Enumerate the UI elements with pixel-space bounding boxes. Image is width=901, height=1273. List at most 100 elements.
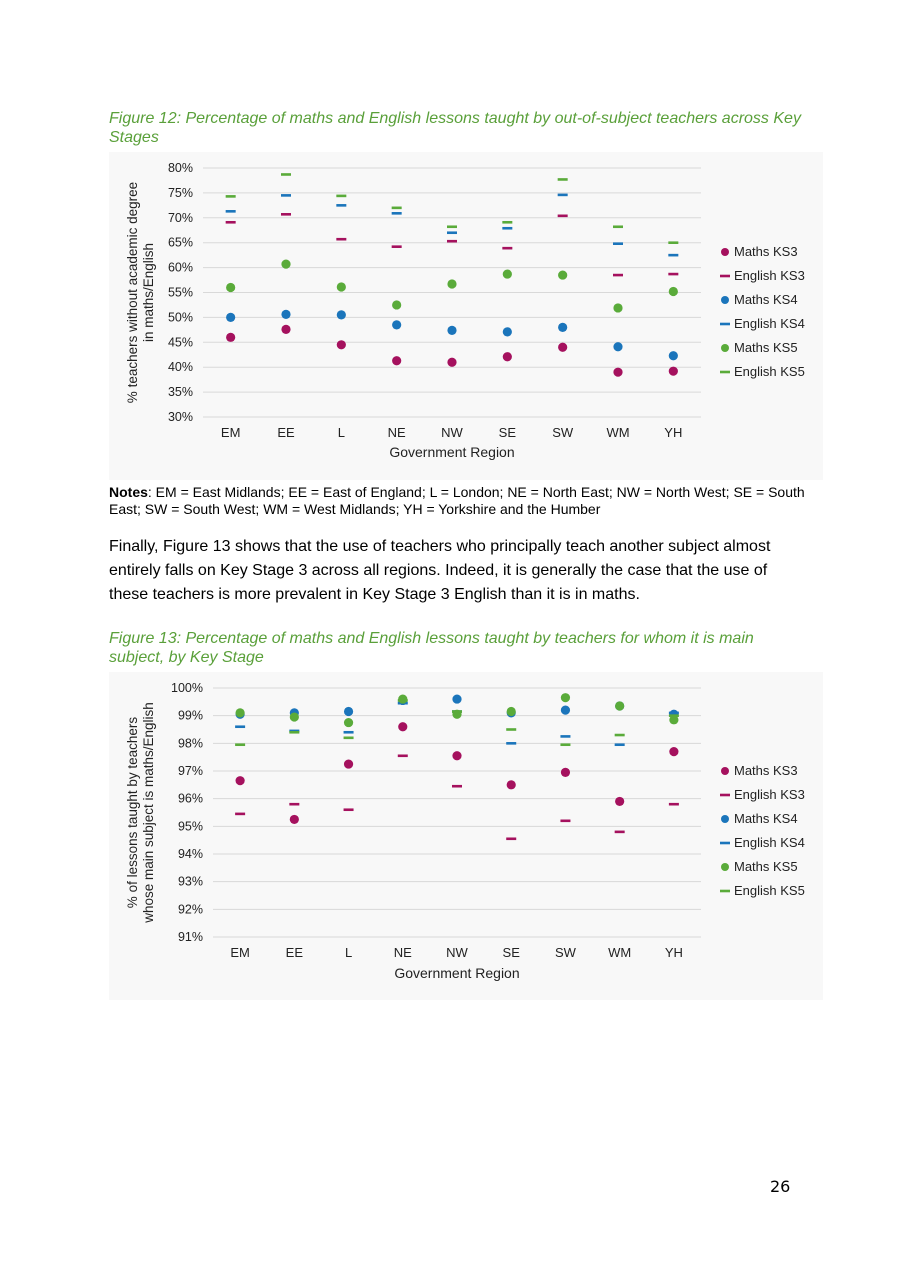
y-tick-label: 97% bbox=[178, 764, 203, 778]
legend-label: Maths KS4 bbox=[734, 811, 798, 826]
data-point bbox=[343, 706, 354, 717]
figure-13-chart: 91% 92% 93% 94% 95% 96% 97% 98% 99% 100% EM EE L NE NW… bbox=[125, 681, 805, 981]
figure-13-chart-area: 91% 92% 93% 94% 95% 96% 97% 98% 99% 100% EM EE L NE NW… bbox=[109, 672, 823, 1000]
page-number: 26 bbox=[770, 1177, 791, 1196]
data-point bbox=[506, 742, 517, 745]
y-axis-label: % of lessons taught by teachers bbox=[125, 717, 140, 909]
data-point bbox=[615, 701, 625, 711]
x-tick-label: SW bbox=[552, 425, 574, 440]
x-tick-label: L bbox=[345, 945, 352, 960]
data-point bbox=[668, 241, 679, 244]
x-tick-label: NE bbox=[388, 425, 406, 440]
y-tick-label: 99% bbox=[178, 709, 203, 723]
data-point bbox=[452, 751, 462, 761]
y-tick-label: 92% bbox=[178, 902, 203, 916]
figure-12-chart-area: 30% 35% 40% 45% 50% 55% 60% 65% 70% 75% 80% EM EE L NE… bbox=[109, 152, 823, 480]
data-point bbox=[668, 272, 679, 276]
data-point bbox=[225, 220, 236, 224]
y-tick-label: 96% bbox=[178, 792, 203, 806]
data-point bbox=[447, 279, 457, 289]
y-tick-label: 100% bbox=[171, 681, 203, 695]
data-point bbox=[560, 819, 571, 823]
data-point bbox=[668, 366, 678, 376]
figure-12-chart: 30% 35% 40% 45% 50% 55% 60% 65% 70% 75% 80% EM EE L NE… bbox=[125, 161, 805, 460]
data-point bbox=[560, 743, 571, 747]
data-point bbox=[336, 282, 346, 292]
data-point bbox=[560, 705, 571, 715]
data-point bbox=[225, 210, 236, 213]
data-point bbox=[289, 730, 300, 734]
data-point bbox=[560, 693, 571, 703]
legend-marker bbox=[720, 841, 730, 845]
data-point bbox=[235, 812, 246, 816]
data-point bbox=[447, 325, 457, 335]
data-point bbox=[506, 837, 517, 841]
notes-text: : EM = East Midlands; EE = East of Engla… bbox=[109, 484, 805, 517]
data-point bbox=[502, 226, 513, 230]
data-point bbox=[336, 310, 346, 320]
data-point bbox=[502, 269, 512, 279]
legend-label: Maths KS3 bbox=[734, 763, 798, 778]
figure-13-caption: Figure 13: Percentage of maths and Engli… bbox=[109, 630, 754, 666]
data-point bbox=[343, 759, 354, 769]
notes-label: Notes bbox=[109, 484, 148, 500]
data-point bbox=[289, 814, 299, 825]
data-point bbox=[613, 225, 623, 229]
legend-label: English KS4 bbox=[734, 316, 805, 331]
data-point bbox=[502, 220, 513, 224]
data-point bbox=[235, 725, 246, 729]
data-point bbox=[336, 237, 347, 241]
data-point bbox=[281, 173, 291, 176]
legend-label: English KS5 bbox=[734, 364, 805, 379]
y-axis-label: % teachers without academic degree bbox=[125, 182, 140, 403]
data-point bbox=[558, 342, 568, 352]
y-tick-label: 94% bbox=[178, 847, 203, 861]
y-tick-label: 70% bbox=[168, 211, 193, 225]
data-point bbox=[452, 694, 462, 704]
data-point bbox=[343, 717, 354, 728]
y-tick-label: 50% bbox=[168, 310, 193, 324]
data-point bbox=[343, 736, 354, 740]
data-point bbox=[613, 303, 623, 313]
data-point bbox=[668, 802, 679, 806]
data-point bbox=[613, 242, 623, 245]
legend-label: English KS3 bbox=[734, 268, 805, 283]
data-point bbox=[392, 356, 402, 366]
data-point bbox=[558, 270, 568, 280]
legend-label: Maths KS5 bbox=[734, 340, 798, 355]
y-tick-label: 45% bbox=[168, 335, 193, 349]
y-tick-label: 93% bbox=[178, 875, 203, 889]
legend-marker bbox=[721, 815, 729, 823]
y-tick-label: 98% bbox=[178, 736, 203, 750]
y-axis-label: whose main subject is maths/English bbox=[141, 702, 156, 924]
x-tick-label: EM bbox=[221, 425, 241, 440]
data-point bbox=[235, 743, 246, 747]
x-tick-label: YH bbox=[665, 945, 683, 960]
y-tick-label: 60% bbox=[168, 261, 193, 275]
data-point bbox=[397, 754, 408, 758]
data-point bbox=[289, 712, 299, 722]
data-point bbox=[615, 796, 625, 807]
data-point bbox=[668, 286, 678, 297]
legend-marker bbox=[721, 863, 729, 871]
data-point bbox=[289, 729, 300, 733]
legend-marker bbox=[720, 889, 730, 893]
x-tick-label: NW bbox=[441, 425, 463, 440]
x-tick-label: WM bbox=[606, 425, 629, 440]
x-tick-label: SE bbox=[499, 425, 517, 440]
data-point bbox=[391, 206, 402, 210]
data-point bbox=[558, 322, 568, 332]
legend-label: English KS4 bbox=[734, 835, 805, 850]
data-point bbox=[614, 733, 625, 737]
legend-marker bbox=[721, 767, 729, 775]
data-point bbox=[447, 231, 457, 235]
data-point bbox=[235, 708, 245, 718]
data-point bbox=[557, 193, 568, 197]
data-point bbox=[289, 802, 300, 806]
legend-label: English KS5 bbox=[734, 883, 805, 898]
y-tick-label: 30% bbox=[168, 410, 193, 424]
data-point bbox=[613, 367, 623, 377]
y-tick-label: 55% bbox=[168, 286, 193, 300]
data-point bbox=[560, 735, 571, 738]
data-point bbox=[397, 699, 408, 702]
